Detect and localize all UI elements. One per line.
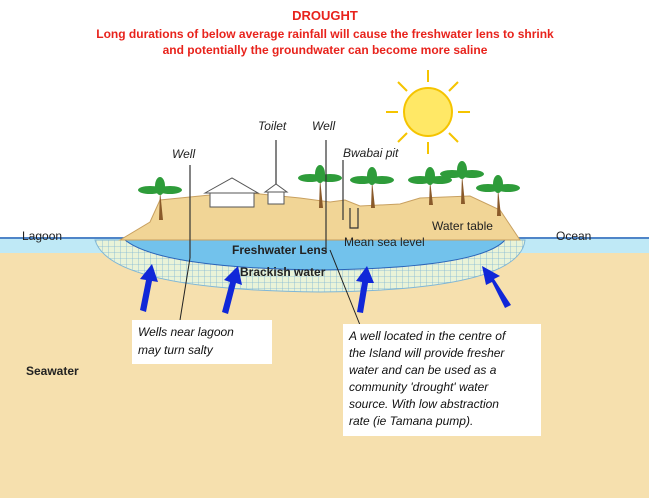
callout-text: community 'drought' water [349, 380, 489, 394]
callout-text: rate (ie Tamana pump). [349, 414, 473, 428]
label: Bwabai pit [343, 146, 399, 160]
label: Freshwater Lens [232, 243, 328, 257]
label: Water table [432, 219, 493, 233]
sun [386, 70, 470, 154]
buildings [205, 178, 287, 207]
label: Toilet [258, 119, 287, 133]
label: Brackish water [240, 265, 326, 279]
label: Well [172, 147, 195, 161]
callout-text: the Island will provide fresher [349, 346, 505, 360]
callout-text: water and can be used as a [349, 363, 497, 377]
label: Seawater [26, 364, 79, 378]
label: Well [312, 119, 335, 133]
callout-text: A well located in the centre of [348, 329, 507, 343]
label: Ocean [556, 229, 591, 243]
diagram: DROUGHT Long durations of below average … [0, 0, 649, 498]
subtitle: and potentially the groundwater can beco… [163, 43, 488, 57]
label: Mean sea level [344, 235, 425, 249]
callout-text: may turn salty [138, 343, 214, 357]
callout-text: Wells near lagoon [138, 325, 234, 339]
subtitle: Long durations of below average rainfall… [96, 27, 554, 41]
title: DROUGHT [292, 8, 358, 23]
callout-text: source. With low abstraction [349, 397, 499, 411]
label: Lagoon [22, 229, 62, 243]
